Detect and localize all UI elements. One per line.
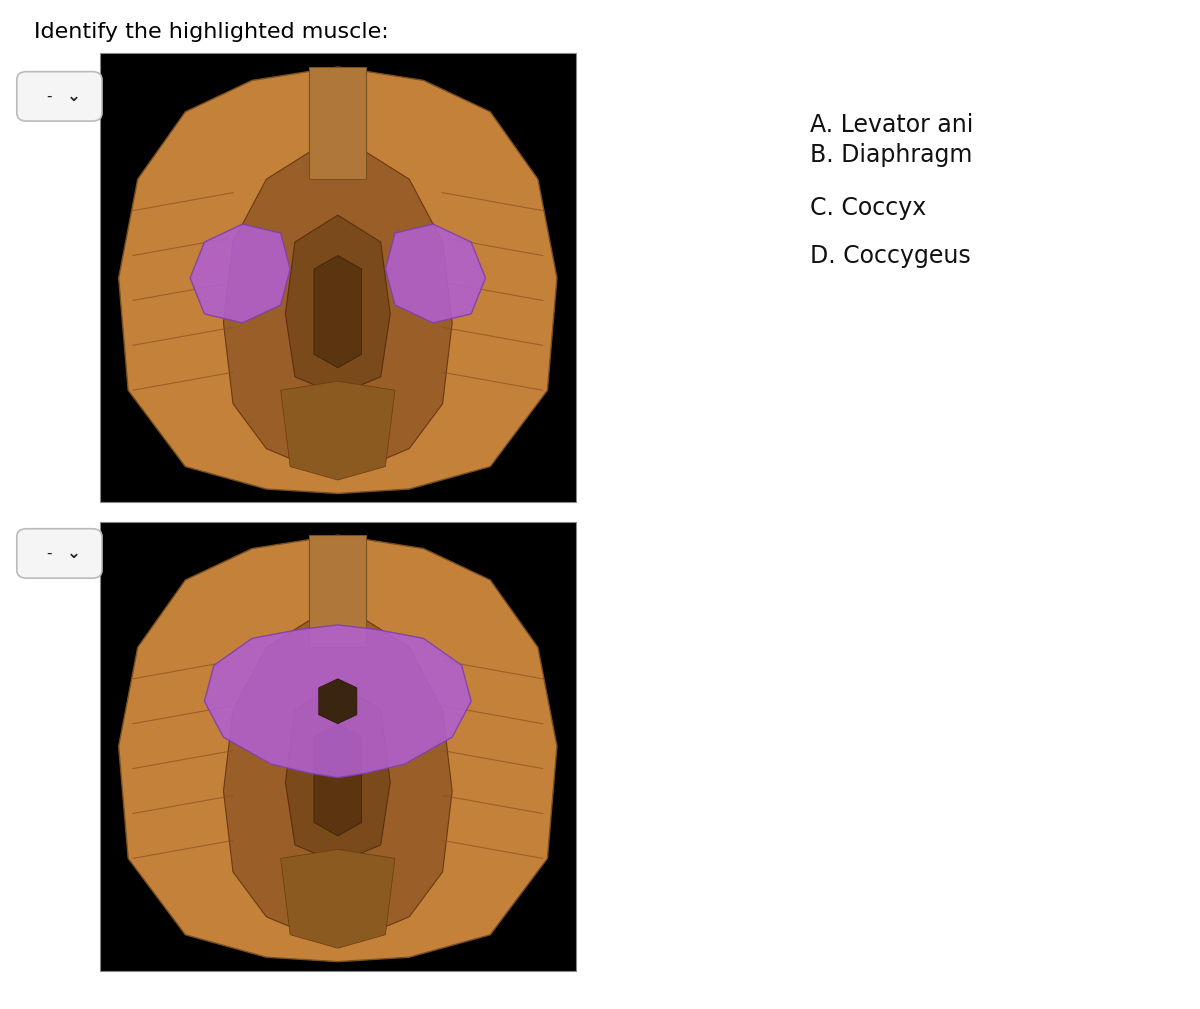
Polygon shape	[281, 381, 395, 480]
Text: ⌄: ⌄	[67, 545, 80, 562]
Polygon shape	[385, 224, 486, 323]
Polygon shape	[314, 723, 361, 835]
Polygon shape	[310, 535, 366, 648]
Polygon shape	[223, 143, 452, 471]
Text: A. Levator ani: A. Levator ani	[810, 113, 973, 137]
Polygon shape	[286, 683, 390, 863]
FancyBboxPatch shape	[17, 529, 102, 578]
Text: Identify the highlighted muscle:: Identify the highlighted muscle:	[34, 22, 389, 42]
Text: B. Diaphragm: B. Diaphragm	[810, 143, 972, 167]
Text: C. Coccyx: C. Coccyx	[810, 196, 926, 220]
Polygon shape	[119, 67, 557, 493]
FancyBboxPatch shape	[17, 72, 102, 121]
Polygon shape	[119, 535, 557, 962]
Text: -: -	[47, 89, 53, 104]
Polygon shape	[204, 625, 472, 778]
Text: -: -	[47, 546, 53, 561]
Text: D. Coccygeus: D. Coccygeus	[810, 244, 971, 268]
Polygon shape	[314, 255, 361, 368]
Polygon shape	[223, 611, 452, 939]
Polygon shape	[319, 679, 356, 723]
Bar	[100, 522, 576, 971]
Text: ⌄: ⌄	[67, 88, 80, 105]
Polygon shape	[286, 215, 390, 395]
Polygon shape	[281, 850, 395, 948]
Polygon shape	[310, 67, 366, 180]
Polygon shape	[190, 224, 290, 323]
Bar	[100, 53, 576, 502]
